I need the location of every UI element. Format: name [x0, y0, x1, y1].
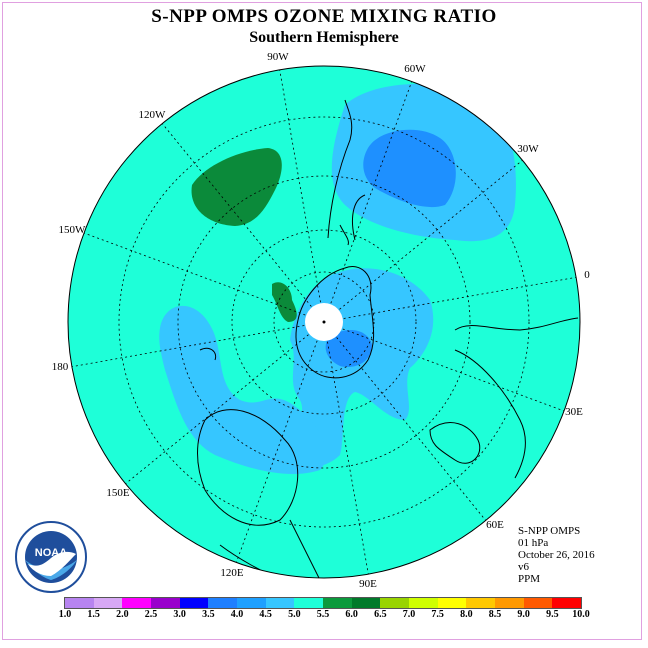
lon-label-60e: 60E: [486, 519, 504, 531]
lon-label-60w: 60W: [404, 63, 426, 75]
colorbar-segment: [122, 598, 151, 608]
colorbar-tick-label: 8.0: [460, 609, 473, 620]
ozone-contour-3.5-4-pole: [325, 329, 372, 368]
info-block: S-NPP OMPS 01 hPa October 26, 2016 v6 PP…: [518, 525, 595, 585]
info-units: PPM: [518, 573, 541, 585]
colorbar-segment: [294, 598, 323, 608]
colorbar-tick-label: 3.0: [173, 609, 186, 620]
colorbar-tick-label: 2.0: [116, 609, 129, 620]
info-level: 01 hPa: [518, 537, 549, 549]
colorbar-tick-label: 5.5: [316, 609, 330, 620]
colorbar-segment: [380, 598, 409, 608]
lon-label-150w: 150W: [59, 224, 87, 236]
colorbar-segment: [93, 598, 123, 608]
map-title: S-NPP OMPS OZONE MIXING RATIO: [151, 6, 497, 27]
colorbar-tick-label: 7.0: [402, 609, 416, 620]
colorbar-tick-label: 1.5: [87, 609, 100, 620]
lon-label-90e: 90E: [359, 578, 377, 590]
colorbar-tick-label: 7.5: [431, 609, 444, 620]
colorbar-tick-label: 2.5: [144, 609, 158, 620]
colorbar-tick-label: 9.0: [517, 609, 530, 620]
colorbar-segment: [322, 598, 352, 608]
colorbar-segment: [236, 598, 266, 608]
info-instrument: S-NPP OMPS: [518, 525, 581, 537]
colorbar-segment: [65, 598, 94, 608]
colorbar-segment: [523, 598, 553, 608]
colorbar-segment: [179, 598, 209, 608]
colorbar-tick-label: 10.0: [572, 609, 590, 620]
ozone-contour-5.5-6: [191, 148, 282, 226]
info-date: October 26, 2016: [518, 549, 595, 561]
figure-frame: [2, 2, 642, 640]
lon-label-150e: 150E: [106, 487, 130, 499]
colorbar-tick-label: 8.5: [488, 609, 502, 620]
colorbar-tick-label: 6.5: [374, 609, 387, 620]
colorbar-segment: [208, 598, 237, 608]
lon-label-30e: 30E: [565, 406, 583, 418]
ozone-contour-5.5-6-small: [272, 282, 297, 322]
colorbar-tick-label: 9.5: [546, 609, 559, 620]
colorbar-ticks: 1.0 1.5 2.0 2.5 3.0 3.5 4.0 4.5 5.0 5.5 6.0 6.5 7.0 7…: [0, 609, 648, 623]
colorbar-tick-label: 5.0: [288, 609, 301, 620]
colorbar-tick-label: 4.5: [259, 609, 272, 620]
colorbar-segment: [552, 598, 581, 608]
meridians: [69, 66, 579, 578]
ozone-contour-3.5-4-north: [363, 129, 456, 208]
lon-label-30w: 30W: [517, 143, 539, 155]
logo-text: NOAA: [35, 547, 67, 559]
map-boundary: [67, 65, 581, 579]
colorbar-tick-label: 4.0: [230, 609, 244, 620]
south-pole-marker: [322, 320, 326, 324]
colorbar-segment: [150, 598, 180, 608]
colorbar-tick-label: 3.5: [202, 609, 215, 620]
colorbar-segment: [408, 598, 438, 608]
colorbar-segment: [437, 598, 467, 608]
lon-label-120e: 120E: [220, 567, 244, 579]
map-subtitle: Southern Hemisphere: [249, 29, 399, 46]
colorbar-segment: [494, 598, 524, 608]
colorbar-segment: [466, 598, 495, 608]
lon-label-180: 180: [52, 361, 69, 373]
info-version: v6: [518, 561, 529, 573]
ozone-contour-4-4.5-west: [159, 305, 327, 475]
noaa-logo: NOAA: [15, 521, 87, 593]
lon-label-120w: 120W: [139, 109, 167, 121]
colorbar-segment: [265, 598, 295, 608]
colorbar: [64, 597, 582, 609]
colorbar-tick-label: 1.0: [58, 609, 72, 620]
lon-label-90w: 90W: [267, 51, 289, 63]
latitude-circles: [118, 116, 530, 528]
colorbar-segment: [351, 598, 381, 608]
lon-label-0: 0: [584, 269, 590, 281]
colorbar-tick-label: 6.0: [345, 609, 358, 620]
